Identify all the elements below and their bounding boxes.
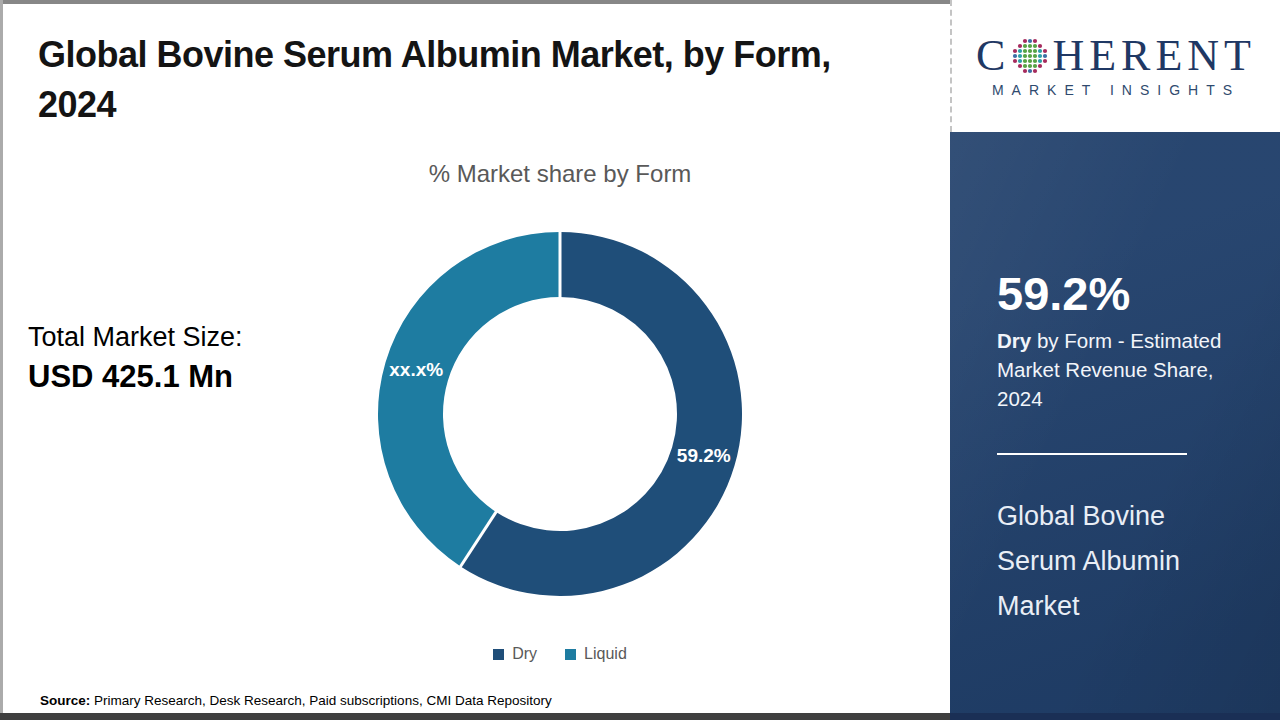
- chart-legend: Dry Liquid: [330, 645, 790, 663]
- total-market-size-value: USD 425.1 Mn: [28, 359, 243, 395]
- left-border: [0, 0, 3, 720]
- slice-label-dry: 59.2%: [677, 445, 731, 466]
- brand-logo: C HERENT MARKET INSIGHTS: [950, 0, 1280, 132]
- sidebar-stat-highlight: Dry: [997, 329, 1031, 352]
- donut-chart: 59.2% xx.x%: [350, 204, 770, 624]
- legend-swatch-liquid-icon: [565, 649, 576, 660]
- brand-wordmark: C HERENT: [976, 34, 1256, 78]
- legend-label-dry: Dry: [512, 645, 537, 663]
- donut-chart-svg: 59.2% xx.x%: [350, 204, 770, 624]
- donut-slice-liquid: [378, 232, 560, 566]
- total-market-size-label: Total Market Size:: [28, 322, 243, 353]
- chart-title: % Market share by Form: [330, 160, 790, 188]
- legend-item-liquid: Liquid: [565, 645, 627, 663]
- sidebar-stat-description: Dry by Form - Estimated Market Revenue S…: [997, 326, 1247, 413]
- sidebar-market-name: Global Bovine Serum Albumin Market: [997, 494, 1249, 629]
- brand-tagline: MARKET INSIGHTS: [992, 82, 1240, 98]
- brand-letters-herent: HERENT: [1052, 34, 1256, 78]
- legend-swatch-dry-icon: [493, 649, 504, 660]
- slice-label-liquid: xx.x%: [389, 359, 443, 380]
- total-market-size-block: Total Market Size: USD 425.1 Mn: [28, 322, 243, 395]
- source-line: Source: Primary Research, Desk Research,…: [40, 693, 552, 708]
- page-title: Global Bovine Serum Albumin Market, by F…: [38, 30, 948, 129]
- sidebar-panel: 59.2% Dry by Form - Estimated Market Rev…: [950, 132, 1280, 720]
- legend-item-dry: Dry: [493, 645, 537, 663]
- brand-letter-c: C: [976, 34, 1010, 78]
- legend-label-liquid: Liquid: [584, 645, 627, 663]
- sidebar-stat-value: 59.2%: [997, 266, 1130, 321]
- source-text: Primary Research, Desk Research, Paid su…: [90, 693, 551, 708]
- sidebar-stat-rest: by Form - Estimated Market Revenue Share…: [997, 329, 1221, 410]
- dotted-globe-icon: [1010, 36, 1050, 76]
- sidebar-divider: [997, 453, 1187, 455]
- source-label: Source:: [40, 693, 90, 708]
